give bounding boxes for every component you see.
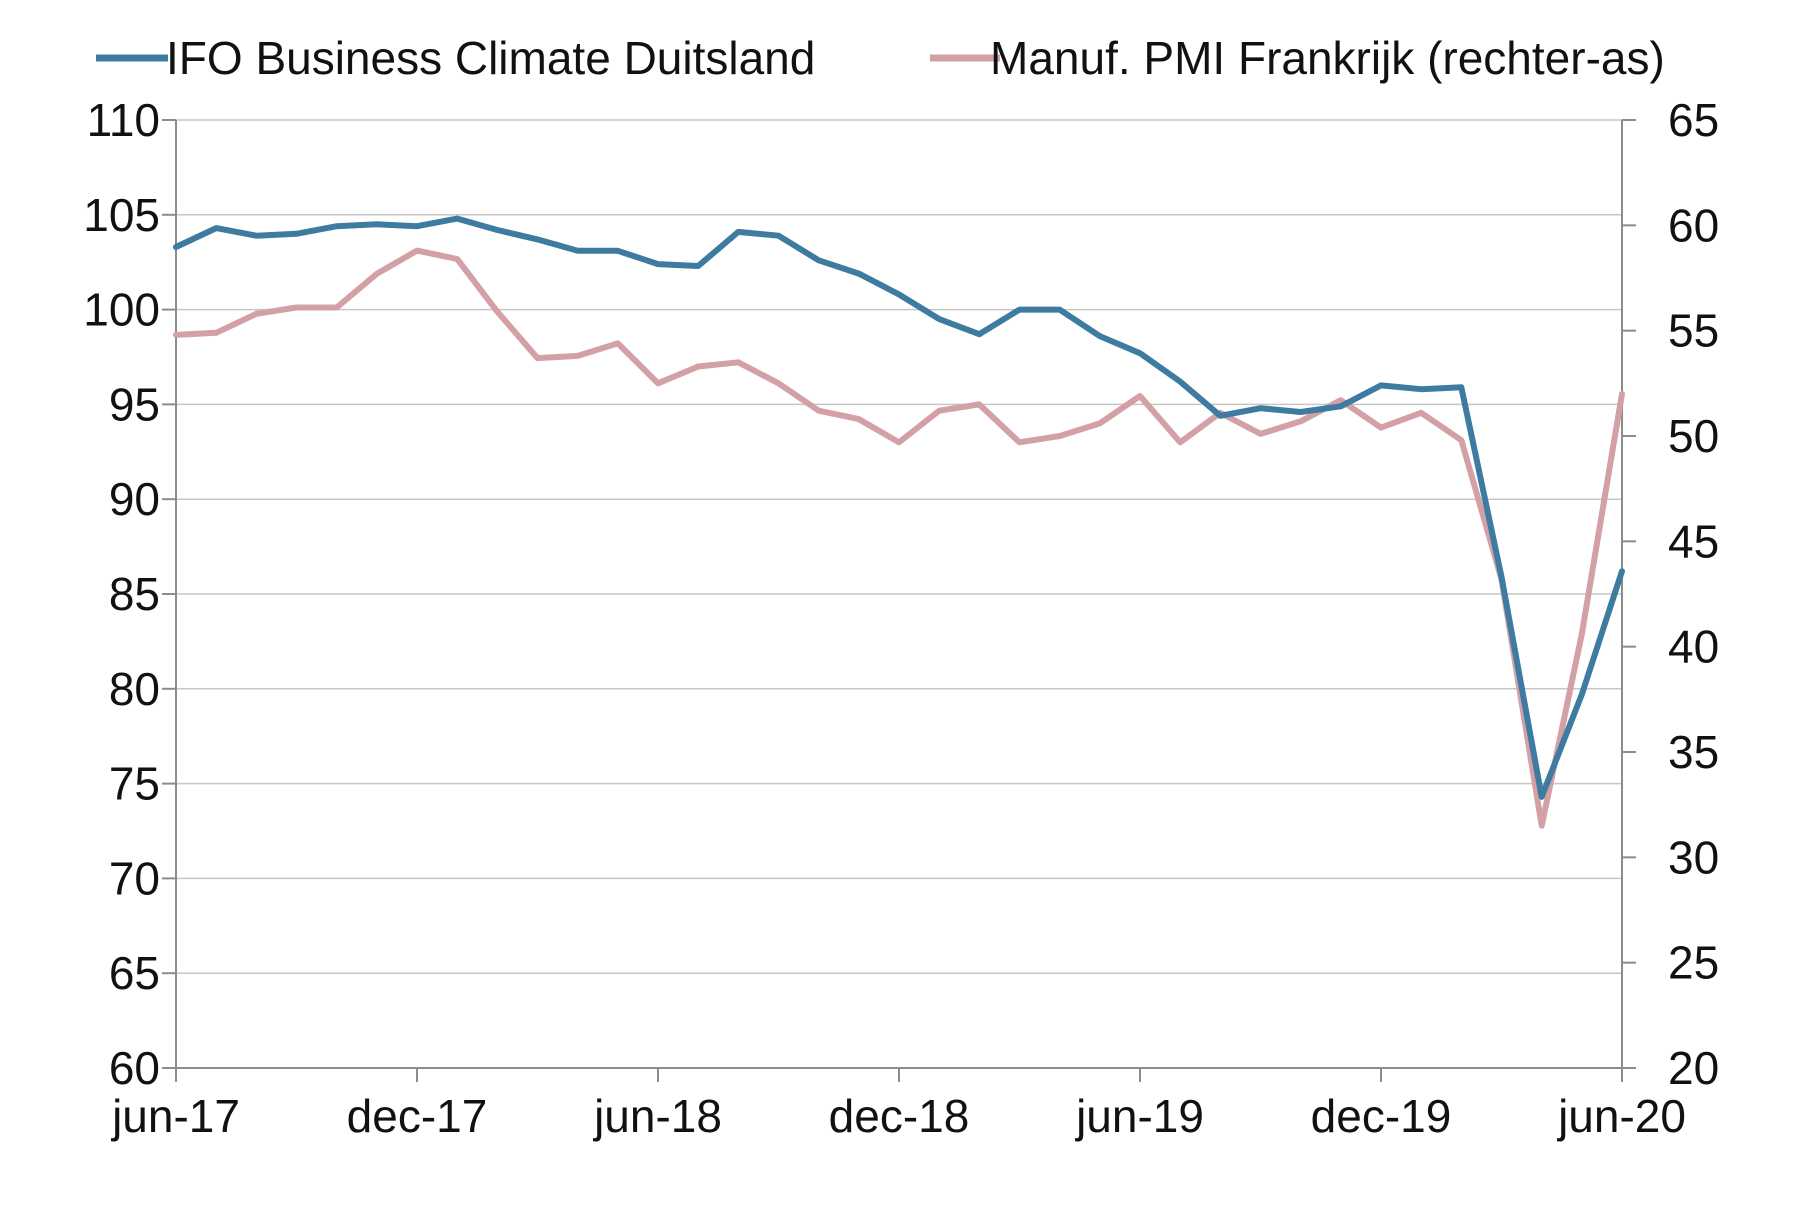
- series-line-ifo: [173, 215, 1625, 800]
- gridlines: [176, 119, 1622, 974]
- right-tick-label: 30: [1668, 831, 1719, 883]
- right-tick-label: 25: [1668, 937, 1719, 989]
- right-tick-label: 60: [1668, 199, 1719, 251]
- left-axis-ticks: 60 65 70 75 80 85 90 95 100 105 110: [83, 94, 176, 1094]
- x-tick-label: jun-18: [592, 1090, 722, 1142]
- x-tick-label: jun-19: [1074, 1090, 1204, 1142]
- legend-label-ifo: IFO Business Climate Duitsland: [166, 32, 815, 84]
- x-tick-label: dec-18: [829, 1090, 970, 1142]
- x-tick-label: jun-20: [1556, 1090, 1686, 1142]
- right-tick-label: 40: [1668, 621, 1719, 673]
- x-tick-label: dec-19: [1311, 1090, 1452, 1142]
- left-tick-label: 75: [109, 758, 160, 810]
- right-axis-ticks: 20 25 30 35 40 45 50 55 60 65: [1622, 94, 1719, 1094]
- series-lines: [173, 215, 1625, 829]
- legend-label-pmi: Manuf. PMI Frankrijk (rechter-as): [990, 32, 1665, 84]
- right-tick-label: 45: [1668, 515, 1719, 567]
- right-tick-label: 55: [1668, 305, 1719, 357]
- left-tick-label: 95: [109, 378, 160, 430]
- right-tick-label: 35: [1668, 726, 1719, 778]
- x-tick-label: jun-17: [110, 1090, 240, 1142]
- left-tick-label: 65: [109, 947, 160, 999]
- left-tick-label: 60: [109, 1042, 160, 1094]
- left-tick-label: 105: [83, 189, 160, 241]
- left-tick-label: 85: [109, 568, 160, 620]
- series-line-pmi: [173, 247, 1625, 829]
- left-tick-label: 100: [83, 284, 160, 336]
- x-axis-ticks: jun-17 dec-17 jun-18 dec-18 jun-19 dec-19 jun-…: [110, 1068, 1686, 1142]
- right-tick-label: 65: [1668, 94, 1719, 146]
- left-tick-label: 80: [109, 663, 160, 715]
- right-tick-label: 50: [1668, 410, 1719, 462]
- left-tick-label: 70: [109, 852, 160, 904]
- left-tick-label: 90: [109, 473, 160, 525]
- legend: IFO Business Climate Duitsland Manuf. PM…: [96, 32, 1665, 84]
- left-tick-label: 110: [87, 94, 160, 146]
- x-tick-label: dec-17: [347, 1090, 488, 1142]
- right-tick-label: 20: [1668, 1042, 1719, 1094]
